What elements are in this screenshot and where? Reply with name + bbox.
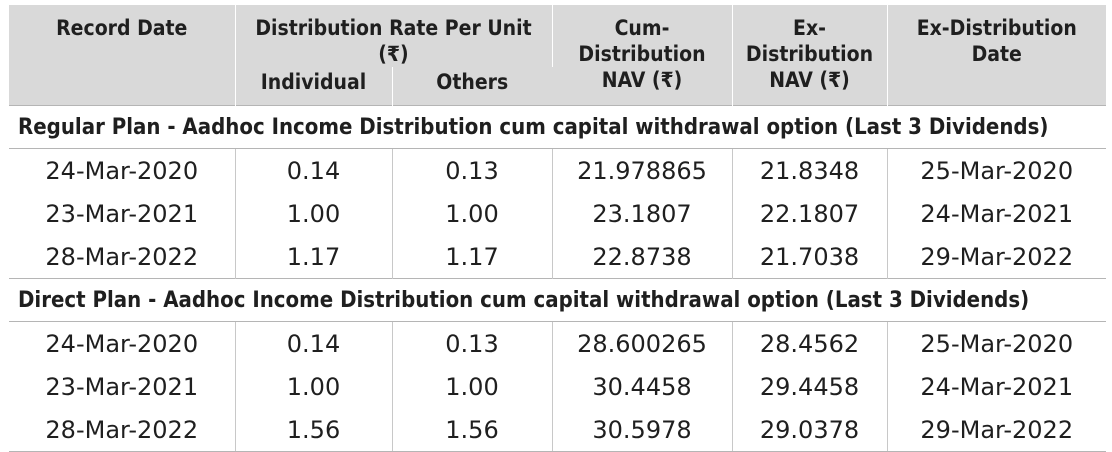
cell-others: 0.13 xyxy=(392,148,553,192)
cell-cum-nav: 21.978865 xyxy=(552,148,733,192)
cell-individual: 1.17 xyxy=(235,235,393,279)
header-cum-nav-line1: Cum-Distribution xyxy=(578,16,706,66)
cell-ex-nav: 22.1807 xyxy=(732,192,888,235)
cell-others: 1.00 xyxy=(392,365,553,408)
table-row: 28-Mar-2022 1.17 1.17 22.8738 21.7038 29… xyxy=(9,235,1106,279)
cell-ex-date: 24-Mar-2021 xyxy=(920,199,1074,228)
section-row-regular-plan: Regular Plan - Aadhoc Income Distributio… xyxy=(9,105,1106,149)
cell-cum-nav: 23.1807 xyxy=(552,192,733,235)
cell-ex-nav: 29.0378 xyxy=(732,408,888,452)
cell-record-date: 28-Mar-2022 xyxy=(9,408,236,452)
cell-individual: 0.14 xyxy=(235,321,393,365)
header-record-date: Record Date xyxy=(9,5,236,106)
cell-others: 1.00 xyxy=(392,192,553,235)
cell-cum-nav: 22.8738 xyxy=(552,235,733,279)
header-cum-distribution-nav: Cum-Distribution NAV (₹) xyxy=(552,5,733,106)
cell-cum-nav: 30.4458 xyxy=(552,365,733,408)
table-row: 23-Mar-2021 1.00 1.00 30.4458 29.4458 24… xyxy=(9,365,1106,408)
table-row: 28-Mar-2022 1.56 1.56 30.5978 29.0378 29… xyxy=(9,408,1106,452)
cell-ex-date: 25-Mar-2020 xyxy=(920,329,1074,358)
header-ex-date-line2: Date xyxy=(971,42,1022,66)
header-ex-nav-line1: Ex-Distribution xyxy=(745,16,874,66)
cell-ex-nav: 29.4458 xyxy=(732,365,888,408)
table-row: 23-Mar-2021 1.00 1.00 23.1807 22.1807 24… xyxy=(9,192,1106,235)
cell-record-date: 24-Mar-2020 xyxy=(9,321,236,365)
header-individual: Individual xyxy=(235,67,393,106)
cell-cum-nav: 30.5978 xyxy=(552,408,733,452)
header-ex-date-line1: Ex-Distribution xyxy=(916,16,1077,40)
cell-others: 1.56 xyxy=(392,408,553,452)
cell-record-date: 24-Mar-2020 xyxy=(9,148,236,192)
header-ex-distribution-nav: Ex-Distribution NAV (₹) xyxy=(732,5,888,106)
cell-individual: 0.14 xyxy=(235,148,393,192)
cell-individual: 1.00 xyxy=(235,365,393,408)
distribution-table: Record Date Distribution Rate Per Unit (… xyxy=(9,5,1106,452)
cell-ex-date: 24-Mar-2021 xyxy=(920,372,1074,401)
cell-ex-nav: 28.4562 xyxy=(732,321,888,365)
cell-record-date: 23-Mar-2021 xyxy=(9,365,236,408)
cell-record-date: 23-Mar-2021 xyxy=(9,192,236,235)
cell-ex-date: 25-Mar-2020 xyxy=(920,156,1074,185)
cell-record-date: 28-Mar-2022 xyxy=(9,235,236,279)
header-distribution-rate: Distribution Rate Per Unit (₹) xyxy=(235,5,553,67)
header-cum-nav-line2: NAV (₹) xyxy=(601,68,683,92)
table-row: 24-Mar-2020 0.14 0.13 21.978865 21.8348 … xyxy=(9,148,1106,192)
header-ex-distribution-date: Ex-Distribution Date xyxy=(887,5,1106,106)
cell-ex-date: 29-Mar-2022 xyxy=(887,408,1106,452)
section-title: Regular Plan - Aadhoc Income Distributio… xyxy=(9,105,1106,149)
cell-ex-nav: 21.7038 xyxy=(732,235,888,279)
cell-ex-date: 29-Mar-2022 xyxy=(920,242,1074,271)
cell-others: 1.17 xyxy=(392,235,553,279)
cell-individual: 1.56 xyxy=(235,408,393,452)
section-row-direct-plan: Direct Plan - Aadhoc Income Distribution… xyxy=(9,278,1106,322)
section-title: Direct Plan - Aadhoc Income Distribution… xyxy=(9,278,1106,322)
table-row: 24-Mar-2020 0.14 0.13 28.600265 28.4562 … xyxy=(9,321,1106,365)
cell-others: 0.13 xyxy=(392,321,553,365)
header-ex-nav-line2: NAV (₹) xyxy=(769,68,850,92)
header-others: Others xyxy=(392,67,552,106)
cell-ex-nav: 21.8348 xyxy=(732,148,888,192)
cell-individual: 1.00 xyxy=(235,192,393,235)
cell-cum-nav: 28.600265 xyxy=(552,321,733,365)
